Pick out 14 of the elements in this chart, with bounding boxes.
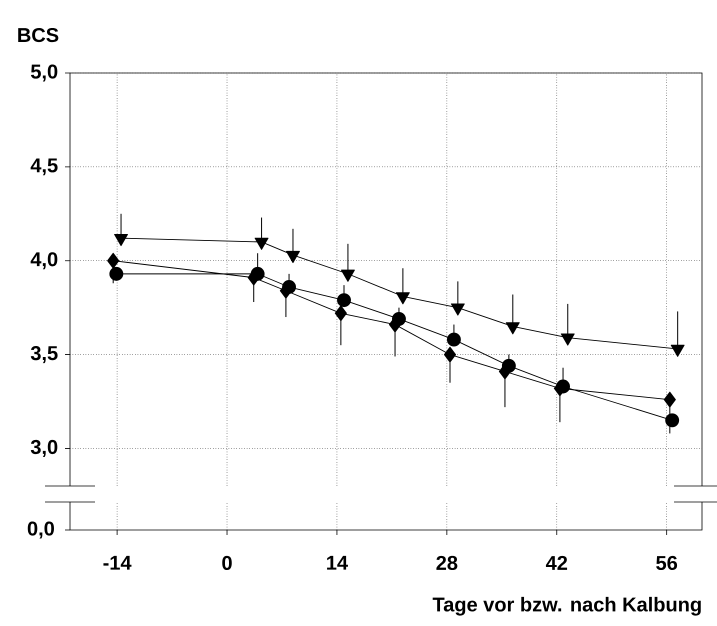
y-tick-label: 5,0 — [30, 64, 58, 82]
y-tick-label: 3,5 — [30, 346, 58, 364]
x-axis-title: Tage vor bzw. nach Kalbung — [432, 596, 701, 616]
x-tick-label: 0 — [222, 556, 232, 570]
text: 0,0 — [28, 521, 54, 539]
y-axis-title: BCS — [18, 28, 58, 42]
y-tick-label: 3,0 — [30, 440, 58, 457]
y-tick-label: 4,5 — [30, 158, 58, 176]
x-tick-label: 14 — [327, 556, 348, 570]
x-tick-label: 56 — [656, 556, 678, 570]
x-tick-label: 28 — [436, 556, 458, 570]
y-tick-label: 4,0 — [30, 252, 58, 270]
x-tick-label: -14 — [103, 556, 132, 570]
x-tick-label: 42 — [546, 556, 568, 570]
